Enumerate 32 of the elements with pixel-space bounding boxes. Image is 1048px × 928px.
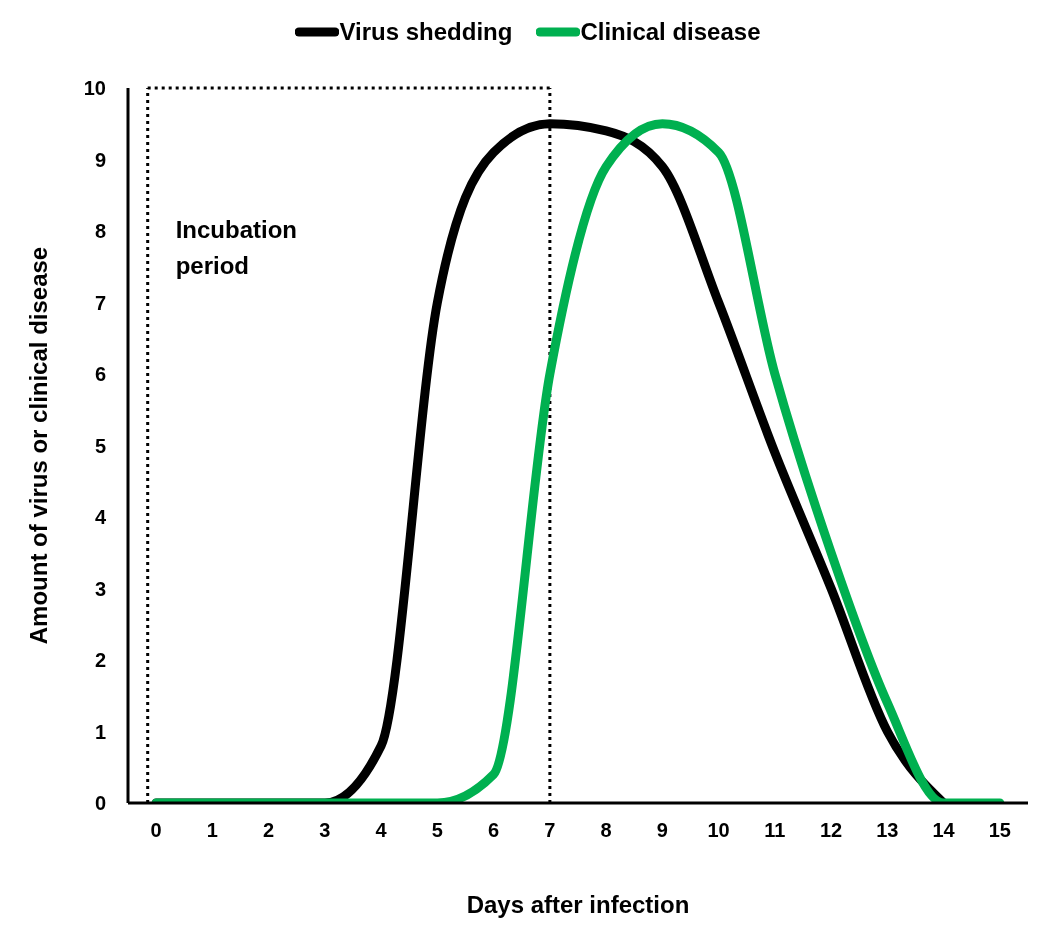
y-tick-label: 3: [94, 577, 106, 600]
x-tick-label: 6: [488, 819, 500, 842]
y-tick-label: 8: [94, 220, 106, 243]
annotation: Incubation period: [175, 216, 298, 279]
x-tick-label: 1: [206, 819, 218, 842]
y-axis-title: Amount of virus or clinical disease: [24, 246, 52, 645]
x-tick-label: 4: [375, 819, 388, 842]
x-axis-title: Days after infection: [466, 891, 690, 918]
y-tick-label: 4: [94, 506, 107, 529]
x-tick-label: 3: [319, 819, 331, 842]
x-tick-label: 9: [656, 819, 668, 842]
y-tick-label: 6: [94, 363, 106, 386]
x-tick-label: 2: [263, 819, 275, 842]
legend-label: Clinical disease: [580, 18, 761, 46]
x-tick-label: 8: [600, 819, 612, 842]
y-tick-label: 2: [94, 649, 106, 672]
x-tick-label: 7: [544, 819, 556, 842]
y-tick-label: 0: [94, 792, 106, 815]
x-tick-label: 13: [876, 819, 899, 842]
legend-label: Virus shedding: [339, 18, 513, 46]
y-tick-label: 5: [94, 434, 106, 457]
x-tick-label: 15: [988, 819, 1011, 842]
x-tick-label: 5: [431, 819, 443, 842]
x-tick-label: 0: [150, 819, 162, 842]
x-tick-label: 11: [764, 819, 786, 842]
x-tick-label: 14: [932, 819, 956, 842]
x-tick-label: 12: [820, 819, 843, 842]
x-tick-label: 10: [707, 819, 730, 842]
y-tick-label: 10: [83, 77, 106, 100]
y-tick-label: 9: [94, 148, 106, 171]
y-tick-label: 7: [94, 291, 106, 314]
y-tick-label: 1: [94, 720, 106, 743]
